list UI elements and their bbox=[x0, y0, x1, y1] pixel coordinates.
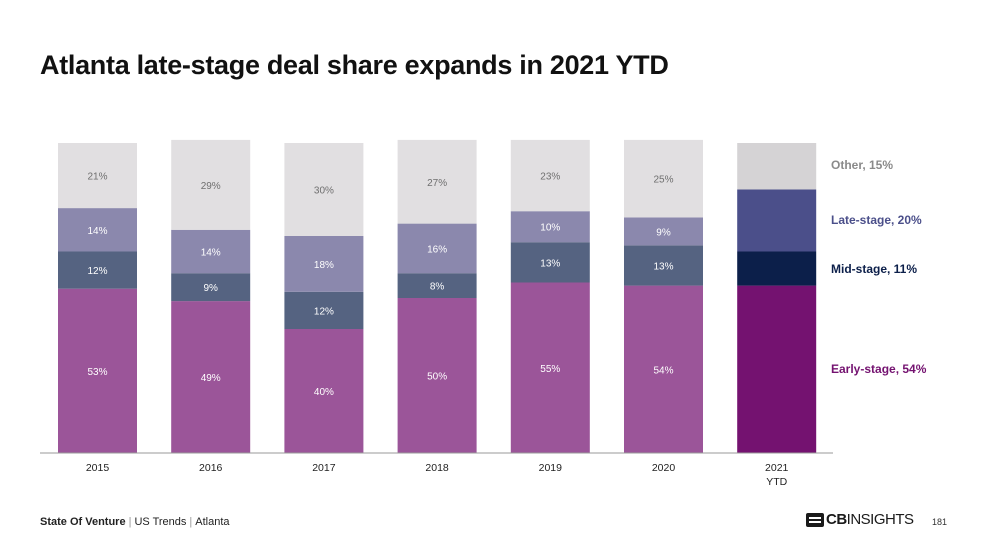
bar-segment-early-stage bbox=[171, 301, 251, 453]
bar-segment-other bbox=[737, 143, 817, 190]
bar-segment-other bbox=[397, 139, 477, 224]
bar-value-label: 23% bbox=[540, 172, 560, 183]
stacked-bar-chart: 53% 12% 14% 21% 2015 49% 9% 14% 29% 2016 40% 12% 18%… bbox=[40, 139, 927, 488]
bar-segment-mid-stage bbox=[58, 251, 137, 289]
bar-segment-mid-stage bbox=[397, 273, 477, 298]
bar-segment-early-stage bbox=[58, 288, 137, 453]
bar-value-label: 12% bbox=[314, 306, 334, 317]
bar-segment-early-stage bbox=[737, 285, 817, 453]
bar-segment-other bbox=[624, 139, 703, 218]
legend-label: Other, 15% bbox=[831, 158, 893, 172]
bar-value-label: 30% bbox=[314, 186, 334, 197]
bar-value-label: 16% bbox=[427, 244, 447, 255]
bar-segment-late-stage bbox=[737, 189, 817, 252]
bar-value-label: 18% bbox=[314, 260, 334, 271]
bar-segment-other bbox=[58, 143, 137, 209]
bar-value-label: 50% bbox=[427, 372, 447, 383]
bar-value-label: 53% bbox=[87, 367, 107, 378]
bar-value-label: 12% bbox=[87, 266, 107, 277]
x-tick-label: 2020 bbox=[652, 462, 676, 474]
x-tick-label: 2015 bbox=[86, 462, 110, 474]
bar-segment-late-stage bbox=[624, 217, 703, 246]
bar-segment-late-stage bbox=[397, 223, 477, 274]
legend-label: Late-stage, 20% bbox=[831, 213, 922, 227]
legend-label: Mid-stage, 11% bbox=[831, 262, 917, 276]
bar-segment-mid-stage bbox=[171, 273, 251, 302]
footer-separator: | bbox=[128, 516, 132, 528]
logo-text-bold: CB bbox=[826, 511, 847, 528]
bar-segment-mid-stage bbox=[284, 291, 364, 329]
bar-value-label: 27% bbox=[427, 178, 447, 189]
bar-value-label: 8% bbox=[430, 282, 445, 293]
bar-value-label: 29% bbox=[201, 181, 221, 192]
chart-title: Atlanta late-stage deal share expands in… bbox=[40, 50, 669, 80]
footer-region: Atlanta bbox=[195, 516, 230, 528]
bar-segment-late-stage bbox=[58, 208, 137, 252]
bar-segment-other bbox=[510, 139, 590, 212]
x-tick-label: YTD bbox=[766, 476, 787, 488]
bar-segment-late-stage bbox=[284, 236, 364, 292]
bar-value-label: 40% bbox=[314, 387, 334, 398]
bar-segment-late-stage bbox=[171, 229, 251, 274]
bar-segment-early-stage bbox=[510, 282, 590, 453]
footer-breadcrumb: State Of Venture | US Trends | Atlanta bbox=[40, 516, 230, 528]
bar-value-label: 49% bbox=[201, 373, 221, 384]
cb-logo-icon bbox=[806, 512, 824, 527]
bar-value-label: 21% bbox=[87, 172, 107, 183]
bar-segment-early-stage bbox=[284, 329, 364, 453]
bar-value-label: 10% bbox=[540, 223, 560, 234]
footer-section: US Trends bbox=[134, 516, 187, 528]
bar-segment-other bbox=[171, 139, 251, 230]
x-tick-label: 2016 bbox=[199, 462, 223, 474]
bar-value-label: 9% bbox=[203, 283, 218, 294]
bar-segment-mid-stage bbox=[737, 251, 817, 286]
bar-value-label: 14% bbox=[201, 248, 221, 259]
bar-value-label: 55% bbox=[540, 364, 560, 375]
x-tick-label: 2019 bbox=[539, 462, 563, 474]
legend-label: Early-stage, 54% bbox=[831, 362, 927, 376]
bar-segment-early-stage bbox=[624, 285, 703, 453]
bar-segment-early-stage bbox=[397, 298, 477, 453]
bar-value-label: 14% bbox=[87, 226, 107, 237]
x-tick-label: 2017 bbox=[312, 462, 336, 474]
footer-report: State Of Venture bbox=[40, 516, 126, 528]
bar-value-label: 54% bbox=[653, 365, 673, 376]
x-tick-label: 2018 bbox=[425, 462, 449, 474]
x-tick-label: 2021 bbox=[765, 462, 789, 474]
bar-value-label: 13% bbox=[540, 258, 560, 269]
bar-segment-mid-stage bbox=[510, 242, 590, 283]
bar-segment-late-stage bbox=[510, 211, 590, 243]
logo-text: INSIGHTS bbox=[846, 511, 914, 528]
bar-value-label: 9% bbox=[656, 227, 671, 238]
bar-value-label: 13% bbox=[653, 261, 673, 272]
footer-separator: | bbox=[189, 516, 193, 528]
bar-segment-other bbox=[284, 143, 364, 236]
bar-segment-mid-stage bbox=[624, 245, 703, 286]
cb-insights-logo: CB INSIGHTS bbox=[806, 511, 914, 528]
page-number: 181 bbox=[932, 517, 948, 527]
bar-value-label: 25% bbox=[653, 175, 673, 186]
